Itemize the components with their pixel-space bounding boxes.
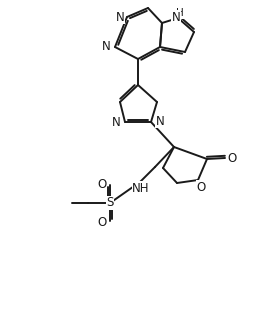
Text: O: O — [227, 151, 237, 164]
Text: N: N — [156, 115, 164, 127]
Text: NH: NH — [132, 181, 150, 195]
Text: O: O — [97, 178, 107, 190]
Text: S: S — [106, 196, 114, 210]
Text: N: N — [112, 116, 120, 129]
Text: N: N — [172, 11, 180, 23]
Text: N: N — [116, 11, 124, 23]
Text: H: H — [176, 8, 184, 18]
Text: N: N — [102, 39, 110, 52]
Text: O: O — [97, 215, 107, 228]
Text: O: O — [196, 180, 206, 194]
